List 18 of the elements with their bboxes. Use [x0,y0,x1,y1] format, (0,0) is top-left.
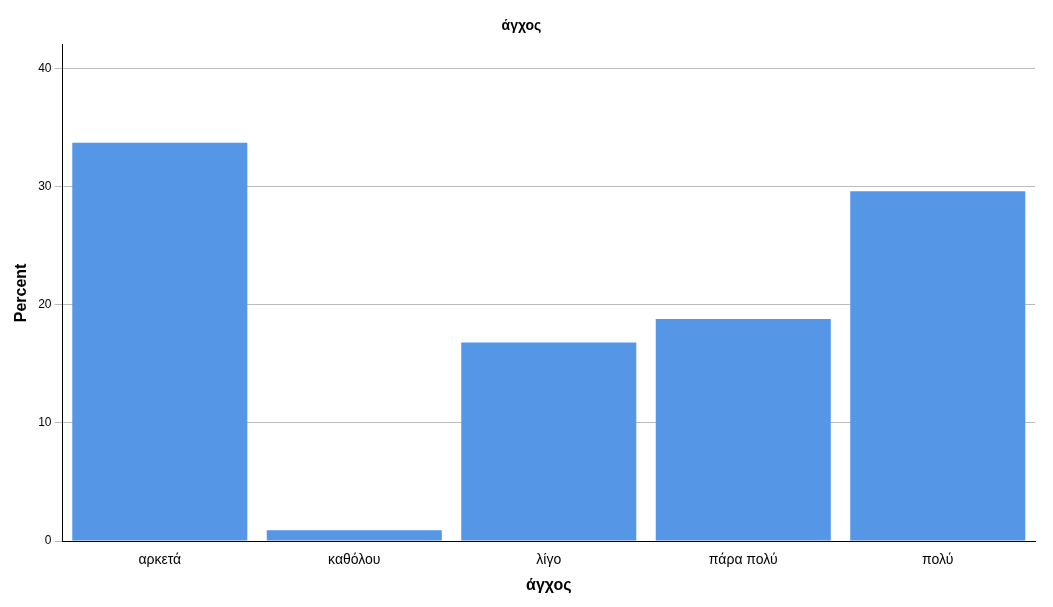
bar [850,191,1026,541]
bar [72,142,248,541]
bar [461,342,637,541]
x-tick-label: καθόλου [328,551,381,568]
bar [655,318,831,541]
y-tick-label: 20 [38,297,52,312]
x-axis-title: άγχος [526,575,572,594]
x-tick-label: αρκετά [138,551,182,568]
y-tick-label: 0 [44,533,52,548]
x-tick-label: πολύ [922,551,954,568]
y-tick-label: 40 [38,60,52,75]
x-tick-label: πάρα πολύ [708,551,778,568]
y-axis-title: Percent [12,262,30,323]
bar [266,530,442,541]
y-tick-label: 10 [38,415,52,430]
x-tick-label: λίγο [536,551,562,568]
y-tick-label: 30 [38,178,52,193]
chart-title: άγχος [501,17,542,34]
